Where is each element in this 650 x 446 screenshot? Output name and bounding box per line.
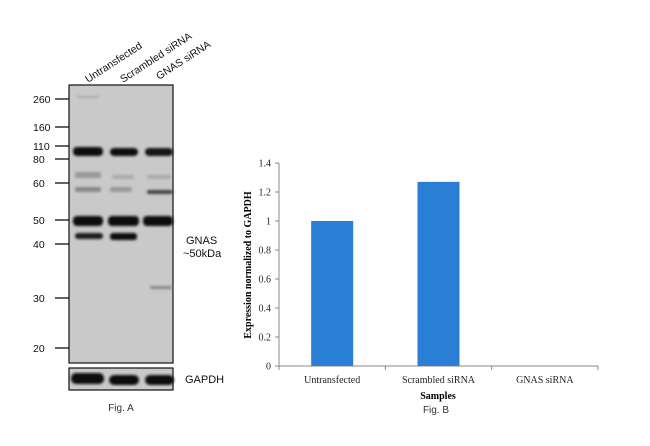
x-tick-label: Scrambled siRNA — [402, 375, 476, 386]
x-tick-label: GNAS siRNA — [516, 375, 574, 386]
target-label: GNAS — [186, 235, 217, 247]
y-tick-label: 0 — [266, 362, 271, 373]
fig-a-caption: Fig. A — [108, 403, 134, 414]
fig-b-caption: Fig. B — [423, 405, 449, 416]
y-tick-label: 0.8 — [259, 246, 272, 257]
y-axis-label: Expression normalized to GAPDH — [243, 191, 254, 339]
marker-label: 110 — [33, 141, 50, 153]
marker-label: 260 — [33, 94, 51, 106]
marker-label: 40 — [33, 239, 45, 251]
marker-label: 60 — [33, 178, 45, 190]
y-tick-label: 1.4 — [259, 159, 272, 170]
marker-label: 20 — [33, 343, 45, 355]
blot-bands — [73, 96, 173, 289]
y-tick-label: 1.2 — [259, 188, 272, 199]
gapdh-bands — [71, 373, 174, 385]
y-tick-label: 1 — [266, 217, 271, 228]
y-tick-label: 0.4 — [259, 304, 272, 315]
marker-label: 80 — [33, 154, 45, 166]
marker-label: 50 — [33, 215, 45, 227]
y-tick-label: 0.6 — [259, 275, 272, 286]
loading-control-label: GAPDH — [185, 374, 224, 386]
bar-chart: Expression normalized to GAPDH Samples F… — [243, 159, 599, 416]
marker-label: 160 — [33, 122, 51, 134]
target-size: ~50kDa — [183, 248, 222, 260]
marker-label: 30 — [33, 293, 45, 305]
lane-label: Untransfected — [83, 40, 144, 86]
bar — [311, 221, 354, 366]
x-tick-label: Untransfected — [304, 375, 360, 386]
bar — [417, 181, 460, 366]
x-axis-label: Samples — [420, 391, 456, 402]
y-tick-label: 0.2 — [259, 333, 272, 344]
